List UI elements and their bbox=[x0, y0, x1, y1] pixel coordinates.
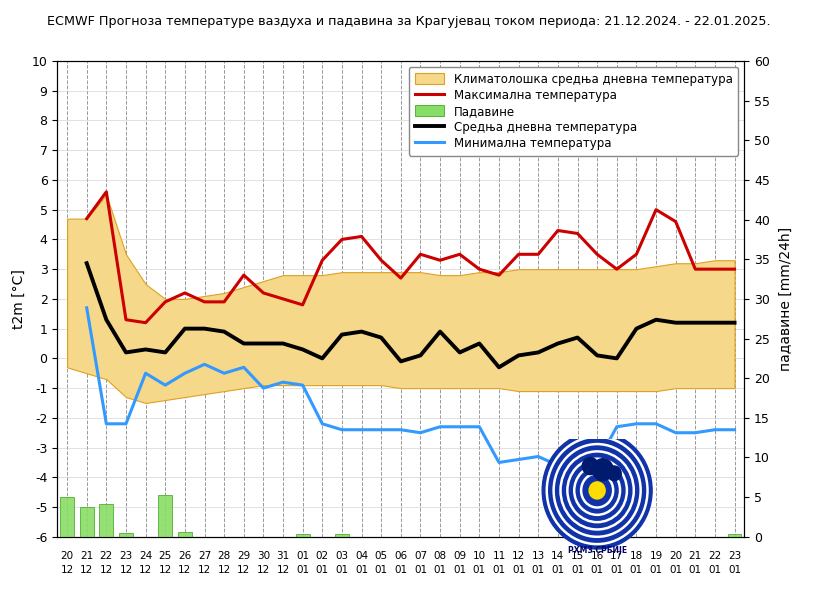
Text: 12: 12 bbox=[159, 565, 172, 575]
Text: 09: 09 bbox=[453, 551, 466, 561]
Text: 24: 24 bbox=[139, 551, 152, 561]
Text: 01: 01 bbox=[571, 565, 584, 575]
Text: 21: 21 bbox=[689, 551, 702, 561]
Text: 01: 01 bbox=[335, 565, 348, 575]
Text: 03: 03 bbox=[335, 551, 348, 561]
Y-axis label: падавине [mm/24h]: падавине [mm/24h] bbox=[779, 227, 793, 371]
Text: 05: 05 bbox=[375, 551, 388, 561]
Y-axis label: t2m [°C]: t2m [°C] bbox=[12, 269, 26, 329]
Text: ECMWF Прогноза температуре ваздуха и падавина за Крагујевац током периода: 21.12: ECMWF Прогноза температуре ваздуха и пад… bbox=[47, 15, 771, 28]
Text: 11: 11 bbox=[492, 551, 506, 561]
Legend: Климатолошка средња дневна температура, Максимална температура, Падавине, Средња: Климатолошка средња дневна температура, … bbox=[409, 67, 739, 156]
Text: 31: 31 bbox=[276, 551, 290, 561]
Text: 01: 01 bbox=[512, 565, 525, 575]
Text: 23: 23 bbox=[728, 551, 741, 561]
Bar bbox=[159, 495, 172, 537]
Text: 30: 30 bbox=[257, 551, 270, 561]
Text: 12: 12 bbox=[512, 551, 525, 561]
Text: 22: 22 bbox=[708, 551, 721, 561]
Text: 12: 12 bbox=[218, 565, 231, 575]
Text: 25: 25 bbox=[159, 551, 172, 561]
Text: 01: 01 bbox=[728, 565, 741, 575]
Text: 23: 23 bbox=[119, 551, 133, 561]
Text: 01: 01 bbox=[394, 565, 407, 575]
Text: 26: 26 bbox=[178, 551, 191, 561]
Text: 04: 04 bbox=[355, 551, 368, 561]
Text: 17: 17 bbox=[610, 551, 623, 561]
Bar bbox=[296, 534, 309, 537]
Text: 12: 12 bbox=[178, 565, 191, 575]
Text: 15: 15 bbox=[571, 551, 584, 561]
Text: 21: 21 bbox=[80, 551, 93, 561]
Text: 12: 12 bbox=[198, 565, 211, 575]
Text: 01: 01 bbox=[708, 565, 721, 575]
Text: 07: 07 bbox=[414, 551, 427, 561]
Text: 01: 01 bbox=[296, 551, 309, 561]
Text: 01: 01 bbox=[649, 565, 663, 575]
Text: 12: 12 bbox=[80, 565, 93, 575]
Text: 12: 12 bbox=[119, 565, 133, 575]
Bar bbox=[728, 534, 741, 537]
Text: 02: 02 bbox=[316, 551, 329, 561]
Text: 12: 12 bbox=[276, 565, 290, 575]
Text: 01: 01 bbox=[532, 565, 545, 575]
Bar bbox=[100, 504, 113, 537]
Text: 01: 01 bbox=[591, 565, 604, 575]
Text: 01: 01 bbox=[473, 565, 486, 575]
Text: 12: 12 bbox=[61, 565, 74, 575]
Text: 12: 12 bbox=[139, 565, 152, 575]
Text: 01: 01 bbox=[453, 565, 466, 575]
Text: 06: 06 bbox=[394, 551, 407, 561]
Text: 18: 18 bbox=[630, 551, 643, 561]
Text: 01: 01 bbox=[610, 565, 623, 575]
Text: 08: 08 bbox=[434, 551, 447, 561]
Text: РХМЗ СРБИЈЕ: РХМЗ СРБИЈЕ bbox=[568, 546, 627, 555]
Text: 01: 01 bbox=[414, 565, 427, 575]
Text: 20: 20 bbox=[61, 551, 74, 561]
Text: 01: 01 bbox=[551, 565, 564, 575]
Bar bbox=[80, 507, 93, 537]
Circle shape bbox=[592, 459, 614, 481]
Text: 28: 28 bbox=[218, 551, 231, 561]
Bar bbox=[119, 533, 133, 537]
Text: 27: 27 bbox=[198, 551, 211, 561]
Text: 22: 22 bbox=[100, 551, 113, 561]
Text: 16: 16 bbox=[591, 551, 604, 561]
Text: 12: 12 bbox=[237, 565, 250, 575]
Text: 14: 14 bbox=[551, 551, 564, 561]
Text: 01: 01 bbox=[296, 565, 309, 575]
Text: 01: 01 bbox=[434, 565, 447, 575]
Text: 01: 01 bbox=[316, 565, 329, 575]
Text: 20: 20 bbox=[669, 551, 682, 561]
Circle shape bbox=[582, 458, 598, 475]
Text: 29: 29 bbox=[237, 551, 250, 561]
Text: 01: 01 bbox=[669, 565, 682, 575]
Circle shape bbox=[608, 466, 621, 481]
Circle shape bbox=[542, 432, 652, 549]
Text: 01: 01 bbox=[492, 565, 506, 575]
Text: 10: 10 bbox=[473, 551, 486, 561]
Text: 01: 01 bbox=[630, 565, 643, 575]
Circle shape bbox=[589, 482, 605, 499]
Bar bbox=[335, 534, 348, 537]
Text: 13: 13 bbox=[532, 551, 545, 561]
Text: 01: 01 bbox=[355, 565, 368, 575]
Text: 01: 01 bbox=[689, 565, 702, 575]
Text: 19: 19 bbox=[649, 551, 663, 561]
Text: 12: 12 bbox=[100, 565, 113, 575]
Bar bbox=[61, 497, 74, 537]
Text: 12: 12 bbox=[257, 565, 270, 575]
Text: 01: 01 bbox=[375, 565, 388, 575]
Bar bbox=[178, 532, 191, 537]
